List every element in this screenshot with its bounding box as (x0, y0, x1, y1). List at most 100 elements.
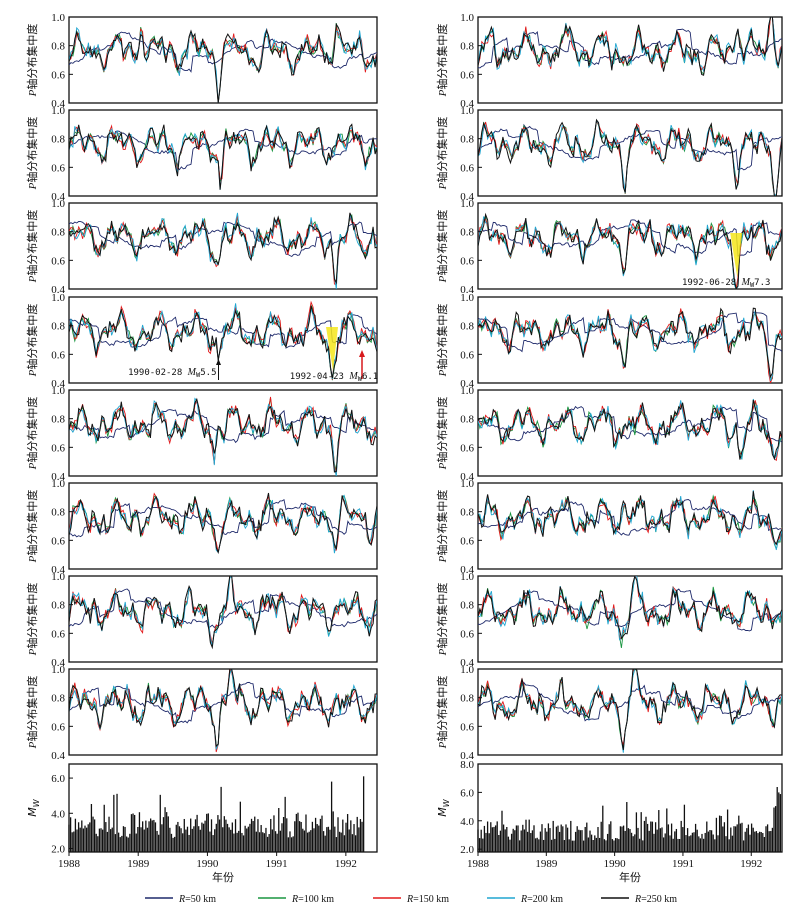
series-lines (478, 17, 782, 76)
y-tick-label: 1.0 (460, 385, 474, 397)
y-tick-label: 0.6 (460, 349, 474, 361)
y-tick-label: 4.0 (51, 808, 65, 820)
y-tick-label: 6.0 (51, 773, 65, 785)
series-line-1 (69, 681, 377, 724)
y-tick-label: 0.4 (51, 378, 65, 390)
legend-item-3: R=150 km (373, 894, 449, 905)
y-tick-label: 0.6 (460, 69, 474, 81)
y-tick-label: 0.8 (460, 600, 474, 612)
y-axis-label: P轴分布集中度 (435, 676, 449, 750)
y-tick-label: 0.6 (460, 628, 474, 640)
y-tick-label: 0.4 (460, 284, 474, 296)
y-axis-label: P轴分布集中度 (435, 117, 449, 191)
series-line-5 (69, 397, 377, 473)
y-tick-label: 0.4 (460, 471, 474, 483)
series-lines (478, 398, 782, 462)
event-label: 1990-02-28 MW5.5 (128, 367, 216, 379)
y-tick-label: 0.6 (51, 721, 65, 733)
y-tick-label: 1.0 (460, 12, 474, 24)
y-axis-label: P轴分布集中度 (25, 583, 39, 657)
y-tick-label: 1.0 (51, 571, 65, 583)
panel-frame (477, 109, 783, 197)
series-line-5 (69, 492, 377, 555)
series-lines (478, 212, 782, 289)
x-tick-label: 1991 (672, 858, 694, 870)
p-panel-right-1 (477, 16, 783, 104)
series-line-5 (69, 212, 377, 285)
series-line-1 (69, 128, 377, 171)
y-axis-label: P轴分布集中度 (25, 676, 39, 750)
mw-axis-label: MW (26, 798, 41, 817)
y-axis-label: P轴分布集中度 (25, 210, 39, 284)
series-line-1 (478, 123, 782, 171)
series-line-5 (69, 669, 377, 748)
y-axis-label: P轴分布集中度 (435, 397, 449, 471)
series-lines (69, 492, 377, 555)
x-tick-label: 1989 (535, 858, 558, 870)
y-tick-label: 0.4 (460, 564, 474, 576)
p-panel-left-2 (68, 109, 378, 197)
series-lines (478, 307, 782, 383)
y-tick-label: 0.8 (51, 227, 65, 239)
y-tick-label: 1.0 (460, 478, 474, 490)
y-axis-label: P轴分布集中度 (435, 583, 449, 657)
series-line-1 (69, 313, 377, 349)
series-lines (69, 576, 377, 650)
legend-item-1: R=50 km (145, 894, 216, 905)
y-tick-label: 1.0 (460, 292, 474, 304)
y-axis-label: P轴分布集中度 (25, 490, 39, 564)
series-line-5 (69, 305, 377, 379)
y-axis-label: P轴分布集中度 (435, 210, 449, 284)
series-lines (69, 22, 377, 103)
series-lines (478, 118, 782, 196)
y-tick-label: 1.0 (51, 385, 65, 397)
series-lines (69, 123, 377, 190)
event-annotation-1: 1990-02-28 MW5.5 (128, 359, 222, 380)
y-tick-label: 0.8 (51, 600, 65, 612)
series-line-1 (478, 499, 782, 536)
highlight-marker (730, 233, 743, 277)
series-lines (69, 669, 377, 753)
y-tick-label: 8.0 (460, 759, 474, 771)
y-tick-label: 1.0 (460, 571, 474, 583)
y-tick-label: 0.6 (51, 535, 65, 547)
series-line-5 (478, 576, 782, 640)
x-tick-label: 1989 (127, 858, 150, 870)
y-tick-label: 2.0 (51, 843, 65, 855)
x-tick-label: 1990 (196, 858, 219, 870)
panels-layer (68, 16, 783, 856)
panel-frame (477, 389, 783, 477)
legend-label: R=100 km (291, 894, 334, 905)
p-panel-left-3 (68, 202, 378, 290)
x-axis-label: 年份 (212, 870, 234, 884)
axes-text-layer: 0.4 0.6 0.8 1.0 P轴分布集中度 0.4 0.6 0.8 1.0 P轴分布集中度 0.… (25, 12, 762, 884)
legend-label: R=50 km (178, 894, 216, 905)
series-line-5 (478, 669, 782, 750)
y-tick-label: 0.4 (51, 750, 65, 762)
event-label: 1992-04-23 MW6.1 (290, 371, 378, 383)
y-axis-label: P轴分布集中度 (25, 117, 39, 191)
panel-frame (68, 668, 378, 756)
y-tick-label: 1.0 (51, 12, 65, 24)
mw-histogram-left (68, 763, 378, 856)
y-tick-label: 4.0 (460, 816, 474, 828)
event-arrowhead (216, 359, 222, 365)
p-panel-right-2 (477, 109, 783, 197)
series-line-4 (478, 310, 782, 382)
panel-frame (477, 296, 783, 384)
series-lines (69, 300, 377, 381)
p-panel-left-4 (68, 296, 378, 384)
y-tick-label: 0.4 (51, 657, 65, 669)
series-line-1 (478, 405, 782, 443)
event-annotation-3: 1992-06-28 MW7.3 (682, 233, 770, 289)
legend-item-4: R=200 km (487, 894, 563, 905)
y-tick-label: 0.8 (460, 693, 474, 705)
x-tick-label: 1990 (604, 858, 627, 870)
y-tick-label: 0.4 (460, 191, 474, 203)
y-tick-label: 0.4 (460, 98, 474, 110)
series-line-5 (478, 399, 782, 461)
y-tick-label: 0.8 (460, 134, 474, 146)
legend-label: R=200 km (520, 894, 563, 905)
y-tick-label: 0.8 (51, 507, 65, 519)
y-tick-label: 1.0 (51, 105, 65, 117)
